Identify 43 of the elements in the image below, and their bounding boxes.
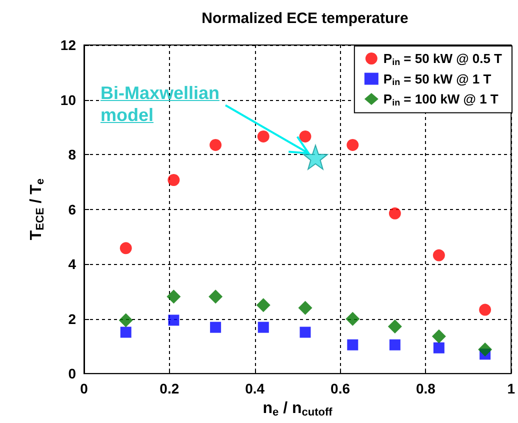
point xyxy=(433,342,444,354)
y-axis-title: TECE / Te xyxy=(28,178,46,240)
y-tick-label: 2 xyxy=(68,310,76,327)
point xyxy=(208,290,223,304)
y-tick-label: 4 xyxy=(68,256,76,272)
y-tick-label: 10 xyxy=(60,92,76,108)
y-tick-label: 8 xyxy=(68,146,76,163)
x-tick-label: 0.8 xyxy=(416,380,436,397)
point xyxy=(298,300,312,315)
point xyxy=(258,322,269,333)
point xyxy=(389,339,400,350)
point xyxy=(478,342,492,357)
point xyxy=(166,290,181,304)
x-tick-label: 1 xyxy=(507,380,516,397)
point xyxy=(300,326,311,338)
x-tick-label: 0.2 xyxy=(160,380,180,397)
point xyxy=(120,326,132,338)
x-tick-label: 0.6 xyxy=(330,380,350,397)
y-tick-label: 12 xyxy=(60,37,76,53)
point xyxy=(432,249,445,262)
point xyxy=(346,138,359,151)
y-tick-label: 6 xyxy=(68,201,76,218)
x-tick-label: 0.4 xyxy=(245,380,265,397)
point xyxy=(120,242,132,254)
y-tick-label: 0 xyxy=(68,366,76,382)
point xyxy=(118,313,133,328)
annotation: Bi-Maxwellian model xyxy=(100,82,220,126)
point xyxy=(302,144,328,170)
point xyxy=(432,329,446,344)
point xyxy=(256,298,270,312)
point xyxy=(299,130,312,142)
point xyxy=(257,130,270,142)
x-tick-label: 0 xyxy=(80,380,88,397)
point xyxy=(347,339,358,350)
point xyxy=(388,207,401,220)
point xyxy=(210,138,222,151)
point xyxy=(210,322,222,333)
point xyxy=(168,314,180,326)
point xyxy=(479,304,492,316)
point xyxy=(346,312,360,326)
point xyxy=(388,320,402,334)
chart-title: Normalized ECE temperature xyxy=(202,10,408,27)
point xyxy=(168,174,180,186)
